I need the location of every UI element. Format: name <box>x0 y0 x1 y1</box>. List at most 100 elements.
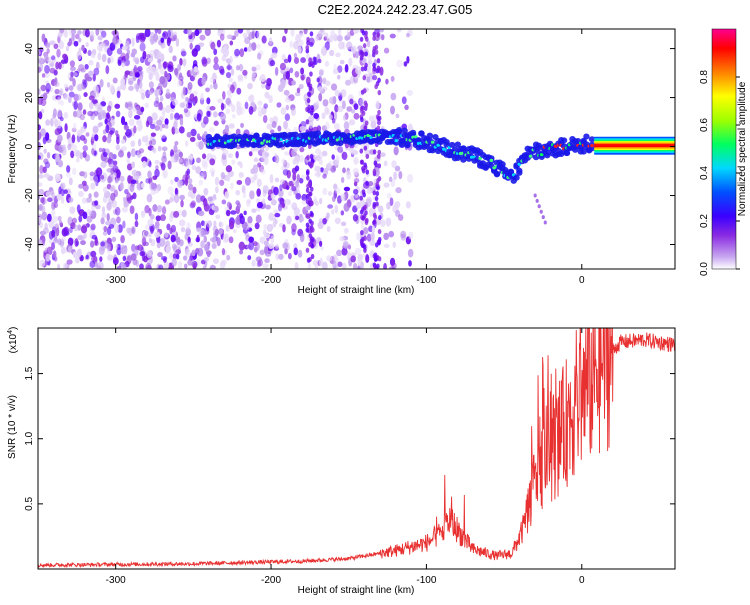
ridge-blob-outer <box>535 144 543 151</box>
spectrogram-speckle <box>279 197 285 205</box>
spectrogram-speckle <box>159 237 166 247</box>
spectrogram-speckle <box>209 106 216 111</box>
spectrogram-speckle <box>195 166 202 174</box>
spectrogram-speckle <box>148 160 152 168</box>
spectrogram-speckle <box>85 76 93 82</box>
spectrogram-speckle <box>90 240 95 248</box>
snr-frame <box>37 327 676 570</box>
spectrogram-speckle <box>337 261 343 267</box>
spectrogram-speckle <box>63 111 69 119</box>
spectrogram-speckle <box>407 173 414 183</box>
spectrogram-speckle <box>276 102 282 108</box>
spectrogram-speckle <box>182 255 188 261</box>
spectrogram-speckle <box>235 128 241 136</box>
spectrogram-speckle <box>203 257 210 262</box>
spectrogram-speckle <box>344 63 349 73</box>
spectrogram-speckle <box>122 220 126 229</box>
spectrogram-speckle <box>225 108 231 115</box>
spectrogram-speckle <box>315 154 321 162</box>
snr-multiplier-exponent: 4 <box>7 330 14 334</box>
spectrogram-streak <box>308 241 312 248</box>
spectrogram-speckle <box>371 225 376 234</box>
spectrogram-speckle <box>146 193 153 203</box>
spectrogram-speckle <box>237 77 244 83</box>
spectrogram-speckle <box>55 153 60 160</box>
spectrogram-streak <box>363 164 368 170</box>
spectrogram-speckle <box>208 127 216 133</box>
spectrogram-speckle <box>303 29 308 35</box>
spectrogram-speckle <box>89 260 96 268</box>
spectrogram-speckle <box>170 236 177 242</box>
spectrogram-speckle <box>98 147 103 153</box>
spectrogram-speckle <box>341 100 346 110</box>
spectrogram-speckle <box>282 168 289 176</box>
spectrogram-speckle <box>38 49 41 55</box>
spectrogram-speckle <box>319 240 323 247</box>
spectrogram-speckle <box>192 186 197 194</box>
spectrogram-streak <box>375 201 379 207</box>
spectrogram-speckle <box>167 29 172 38</box>
spectrogram-speckle <box>40 197 45 204</box>
spectrogram-speckle <box>91 234 98 240</box>
spectrogram-speckle <box>226 201 232 208</box>
spectrogram-speckle <box>219 221 224 228</box>
spectrogram-speckle <box>116 48 123 55</box>
spectrogram-speckle <box>394 165 401 172</box>
spectrogram-speckle <box>57 238 62 246</box>
spectrogram-speckle <box>393 171 397 181</box>
spectrogram-streak <box>306 40 310 46</box>
spectrogram-speckle <box>353 156 359 165</box>
ridge-blob-core <box>414 135 418 139</box>
spectrogram-speckle <box>141 182 145 189</box>
ridge-blob-core <box>492 166 496 170</box>
spectrogram-speckle <box>102 151 108 158</box>
spectrogram-speckle <box>268 95 273 104</box>
spectrogram-speckle <box>334 204 339 214</box>
spectrogram-speckle <box>42 166 47 174</box>
spectrogram-speckle <box>369 240 376 246</box>
spectrogram-speckle <box>328 114 333 120</box>
spectrogram-speckle <box>129 183 135 193</box>
spectrogram-speckle <box>376 120 382 126</box>
spectrogram-speckle <box>325 32 329 40</box>
spectrogram-speckle <box>407 248 414 258</box>
spectrogram-speckle <box>51 229 56 238</box>
spectrogram-speckle <box>354 248 362 255</box>
ridge-blob-outer <box>426 132 434 139</box>
spectrogram-speckle <box>385 78 389 85</box>
spectrogram-streak <box>376 153 381 159</box>
spectrogram-speckle <box>141 135 147 143</box>
spectrogram-speckle <box>54 88 60 95</box>
spectrogram-speckle <box>358 97 363 106</box>
ridge-blob-outer <box>588 145 596 152</box>
spectrogram-speckle <box>180 50 187 57</box>
tone-band <box>594 136 675 139</box>
spectrogram-speckle <box>118 150 124 158</box>
spectrogram-speckle <box>126 227 132 234</box>
spectrogram-streak <box>373 252 378 258</box>
spectrogram-speckle <box>186 160 190 169</box>
spectrogram-streak <box>305 247 310 253</box>
spectrogram-streak <box>308 191 313 197</box>
spectrogram-speckle <box>167 65 174 73</box>
spectrogram-speckle <box>385 217 392 227</box>
spectrogram-speckle <box>42 136 47 145</box>
ridge-blob-outer <box>513 174 520 181</box>
spectrogram-speckle <box>258 164 265 173</box>
spectrogram-speckle <box>372 75 378 81</box>
spectrogram-speckle <box>174 67 179 76</box>
spectrogram-speckle <box>239 106 245 115</box>
spectrogram-speckle <box>111 236 117 243</box>
spectrogram-speckle <box>60 237 66 242</box>
spectrogram-speckle <box>186 131 192 138</box>
spectrogram-speckle <box>189 68 195 76</box>
spectrogram-speckle <box>171 257 177 267</box>
spectrogram-speckle <box>293 52 298 59</box>
snr-y-tick-label: 1.5 <box>24 366 35 380</box>
spectrogram-streak <box>364 36 369 42</box>
spectrogram-speckle <box>228 220 235 230</box>
spectrogram-speckle <box>153 231 161 238</box>
spectrogram-speckle <box>229 40 234 46</box>
spectrogram-speckle <box>195 194 202 203</box>
spectrogram-speckle <box>297 39 304 47</box>
